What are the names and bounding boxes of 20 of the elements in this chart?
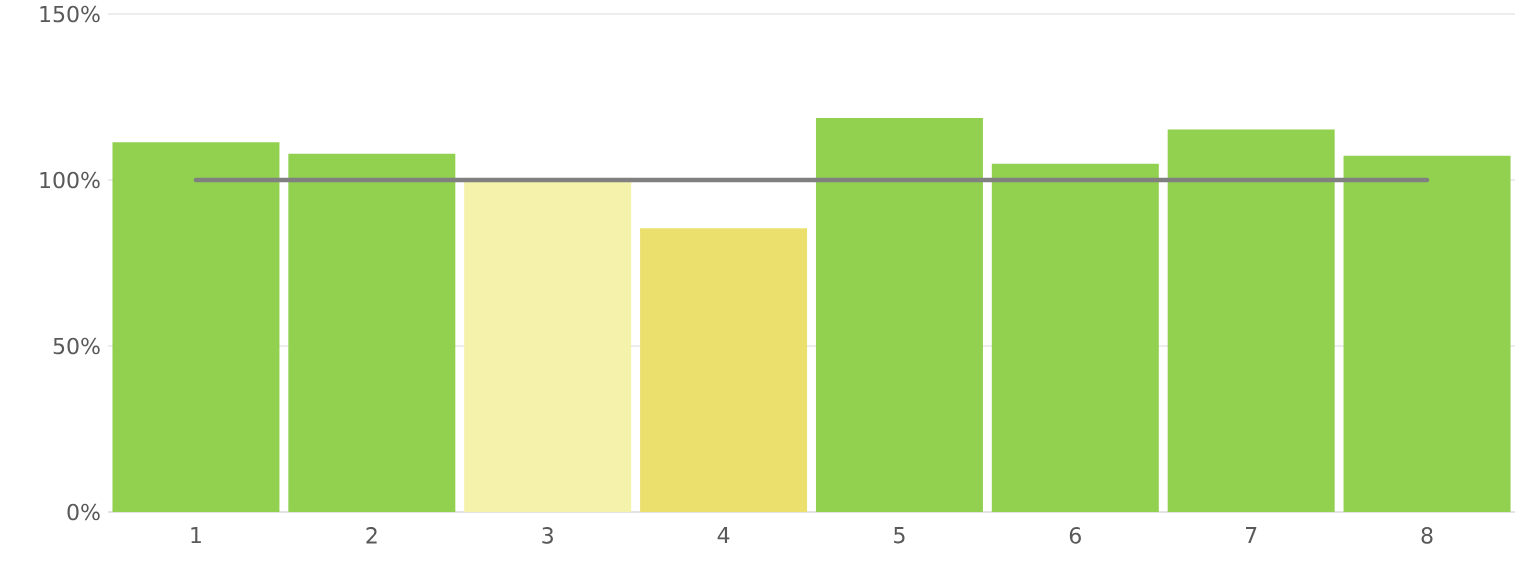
bar xyxy=(112,142,280,512)
x-tick-label: 3 xyxy=(542,527,553,544)
bar xyxy=(288,153,456,512)
x-tick-label: 5 xyxy=(894,527,905,544)
x-tick-label: 6 xyxy=(1069,527,1081,544)
x-tick-label: 1 xyxy=(191,527,201,544)
x-tick-label: 2 xyxy=(366,527,377,544)
bar xyxy=(815,117,983,512)
x-tick-label: 7 xyxy=(1246,527,1257,544)
y-tick-label: 0% xyxy=(67,503,100,521)
x-tick-label: 4 xyxy=(717,527,730,544)
bar xyxy=(1343,155,1511,512)
bar xyxy=(640,228,808,512)
y-tick-label: 50% xyxy=(53,337,100,355)
x-tick-label: 8 xyxy=(1421,527,1433,544)
y-tick-label: 100% xyxy=(40,171,100,189)
y-tick-label: 150% xyxy=(40,5,100,23)
bar xyxy=(464,181,632,512)
bar xyxy=(991,163,1159,512)
bar xyxy=(1167,129,1335,512)
